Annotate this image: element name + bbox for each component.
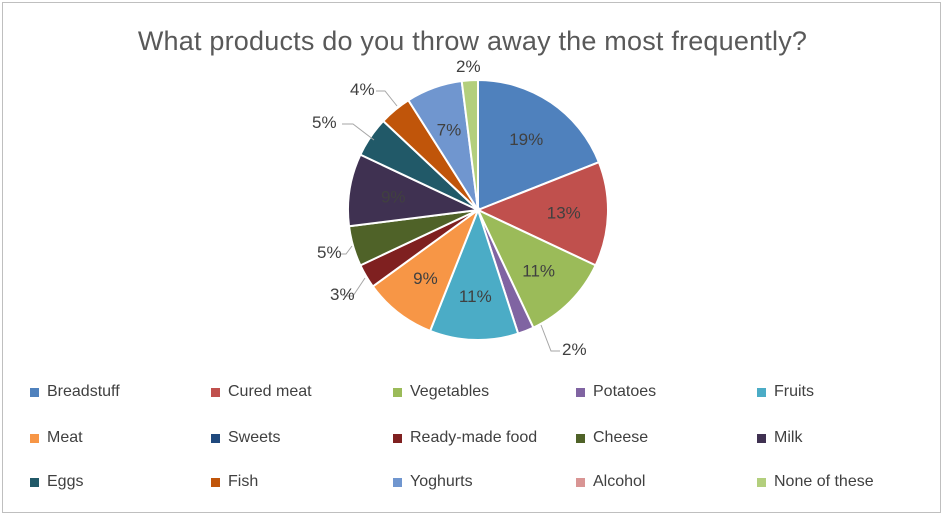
leader-line-potatoes bbox=[540, 324, 560, 352]
leader-line-eggs bbox=[342, 123, 375, 141]
data-label-fish: 4% bbox=[350, 80, 375, 99]
data-label-fruits: 11% bbox=[459, 287, 492, 306]
pie-slice-none-of-these bbox=[460, 78, 479, 211]
data-label-ready-made-food: 3% bbox=[330, 285, 355, 304]
leader-line-fish bbox=[376, 90, 398, 107]
pie-slice-breadstuff bbox=[477, 78, 601, 212]
data-label-none-of-these: 2% bbox=[456, 57, 481, 76]
chart-title: What products do you throw away the most… bbox=[137, 26, 808, 56]
data-label-meat: 9% bbox=[413, 269, 438, 288]
leader-line-cheese bbox=[340, 245, 353, 255]
pie-slice-vegetables bbox=[475, 207, 597, 329]
data-label-cheese: 5% bbox=[317, 243, 342, 262]
data-label-cured-meat: 13% bbox=[547, 204, 581, 223]
pie-slice-cured-meat bbox=[475, 160, 609, 267]
data-label-eggs: 5% bbox=[312, 113, 337, 132]
data-label-milk: 9% bbox=[381, 188, 406, 207]
data-label-yoghurts: 7% bbox=[437, 120, 462, 139]
data-label-potatoes: 2% bbox=[562, 340, 587, 359]
data-label-breadstuff: 19% bbox=[509, 130, 543, 149]
data-label-vegetables: 11% bbox=[522, 262, 555, 281]
leader-line-ready-made-food bbox=[344, 277, 366, 297]
pie-slice-fruits bbox=[428, 207, 520, 341]
